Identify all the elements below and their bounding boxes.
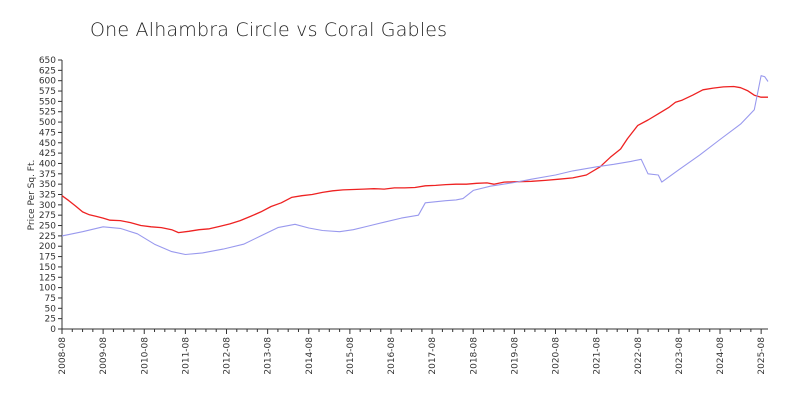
y-tick-label: 625 — [39, 66, 56, 76]
x-tick-label: 2020-08 — [552, 337, 562, 375]
y-tick-label: 350 — [39, 180, 56, 190]
x-tick-label: 2014-08 — [305, 337, 315, 375]
y-tick-label: 275 — [39, 211, 56, 221]
x-tick-label: 2024-08 — [716, 337, 726, 375]
x-tick-label: 2017-08 — [428, 337, 438, 375]
y-tick-label: 75 — [45, 294, 56, 304]
series-layer — [61, 75, 769, 256]
y-tick-label: 125 — [39, 273, 56, 283]
y-tick-label: 200 — [39, 242, 56, 252]
y-tick-label: 225 — [39, 232, 56, 242]
y-tick-label: 650 — [39, 56, 56, 66]
x-tick-label: 2025-08 — [757, 337, 767, 375]
x-tick-label: 2016-08 — [387, 337, 397, 375]
y-tick-label: 0 — [50, 325, 56, 335]
x-tick-label: 2008-08 — [58, 337, 68, 375]
x-tick-label: 2015-08 — [346, 337, 356, 375]
y-tick-label: 425 — [39, 149, 56, 159]
y-tick-label: 525 — [39, 108, 56, 118]
chart-title: One Alhambra Circle vs Coral Gables — [90, 19, 448, 41]
x-tick-label: 2023-08 — [675, 337, 685, 375]
chart-axes: 0255075100125150175200225250275300325350… — [39, 56, 768, 375]
x-tick-label: 2010-08 — [140, 337, 150, 375]
y-tick-label: 450 — [39, 139, 56, 149]
y-tick-label: 600 — [39, 77, 56, 87]
y-tick-label: 250 — [39, 222, 56, 232]
x-tick-label: 2012-08 — [223, 337, 233, 375]
y-tick-label: 50 — [45, 304, 57, 314]
y-tick-label: 400 — [39, 159, 56, 169]
y-tick-label: 550 — [39, 97, 56, 107]
y-tick-label: 300 — [39, 201, 56, 211]
x-tick-label: 2022-08 — [634, 337, 644, 375]
x-tick-label: 2021-08 — [593, 337, 603, 375]
y-tick-label: 25 — [45, 315, 56, 325]
y-tick-label: 475 — [39, 128, 56, 138]
y-tick-label: 375 — [39, 170, 56, 180]
series-line-1 — [61, 85, 768, 234]
y-tick-label: 325 — [39, 191, 56, 201]
y-tick-label: 175 — [39, 253, 56, 263]
x-tick-label: 2011-08 — [181, 337, 191, 375]
y-tick-label: 150 — [39, 263, 56, 273]
y-axis-label: Price Per Sq. Ft. — [27, 160, 37, 231]
x-tick-label: 2019-08 — [510, 337, 520, 375]
y-tick-label: 500 — [39, 118, 56, 128]
y-tick-label: 575 — [39, 87, 56, 97]
y-tick-label: 100 — [39, 284, 56, 294]
x-tick-label: 2009-08 — [99, 337, 109, 375]
series-line-2 — [61, 75, 769, 256]
x-tick-label: 2018-08 — [469, 337, 479, 375]
x-tick-label: 2013-08 — [264, 337, 274, 375]
